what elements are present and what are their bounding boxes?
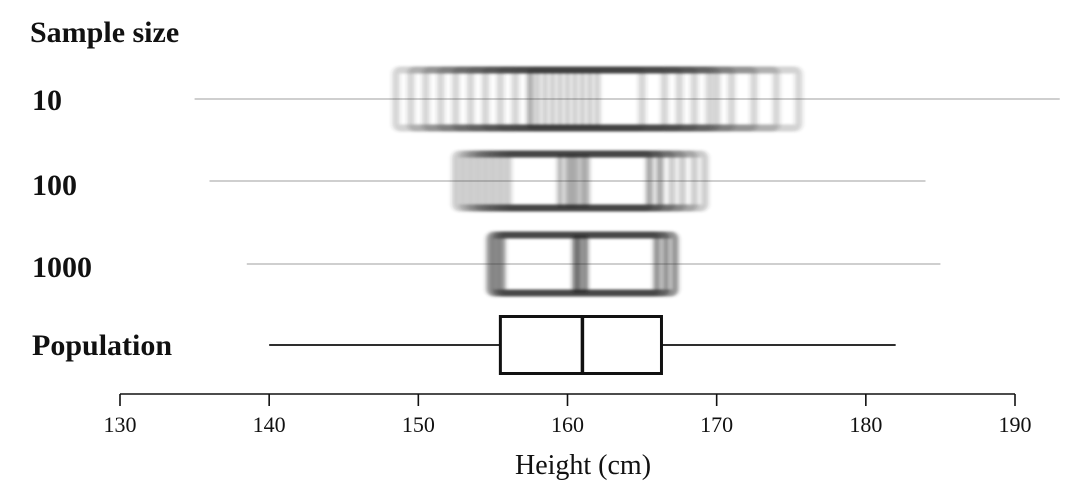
x-tick-label-140: 140	[253, 412, 286, 437]
x-tick-label-180: 180	[849, 412, 882, 437]
x-tick-label-130: 130	[104, 412, 137, 437]
chart-title: Sample size	[30, 16, 179, 49]
blurred-boxes	[392, 66, 803, 132]
x-axis: 130 140 150 160 170 180 190	[104, 393, 1032, 437]
x-tick-label-190: 190	[999, 412, 1032, 437]
row-label-1: 10	[32, 84, 62, 117]
blurred-boxes	[486, 231, 679, 297]
row-1: 10	[32, 66, 1060, 132]
row-label-2: 100	[32, 169, 77, 202]
x-tick-label-170: 170	[700, 412, 733, 437]
blurred-boxes	[452, 150, 709, 212]
row-2: 100	[32, 150, 926, 212]
x-tick-label-160: 160	[551, 412, 584, 437]
sample-box	[498, 231, 679, 297]
row-3: 1000	[32, 231, 941, 297]
x-tick-label-150: 150	[402, 412, 435, 437]
row-label-3: 1000	[32, 251, 92, 284]
row-4: Population	[32, 315, 896, 375]
rows-layer: 10 100 1000 Population	[32, 66, 1060, 375]
x-axis-title: Height (cm)	[515, 450, 651, 481]
row-label-4: Population	[32, 329, 172, 362]
